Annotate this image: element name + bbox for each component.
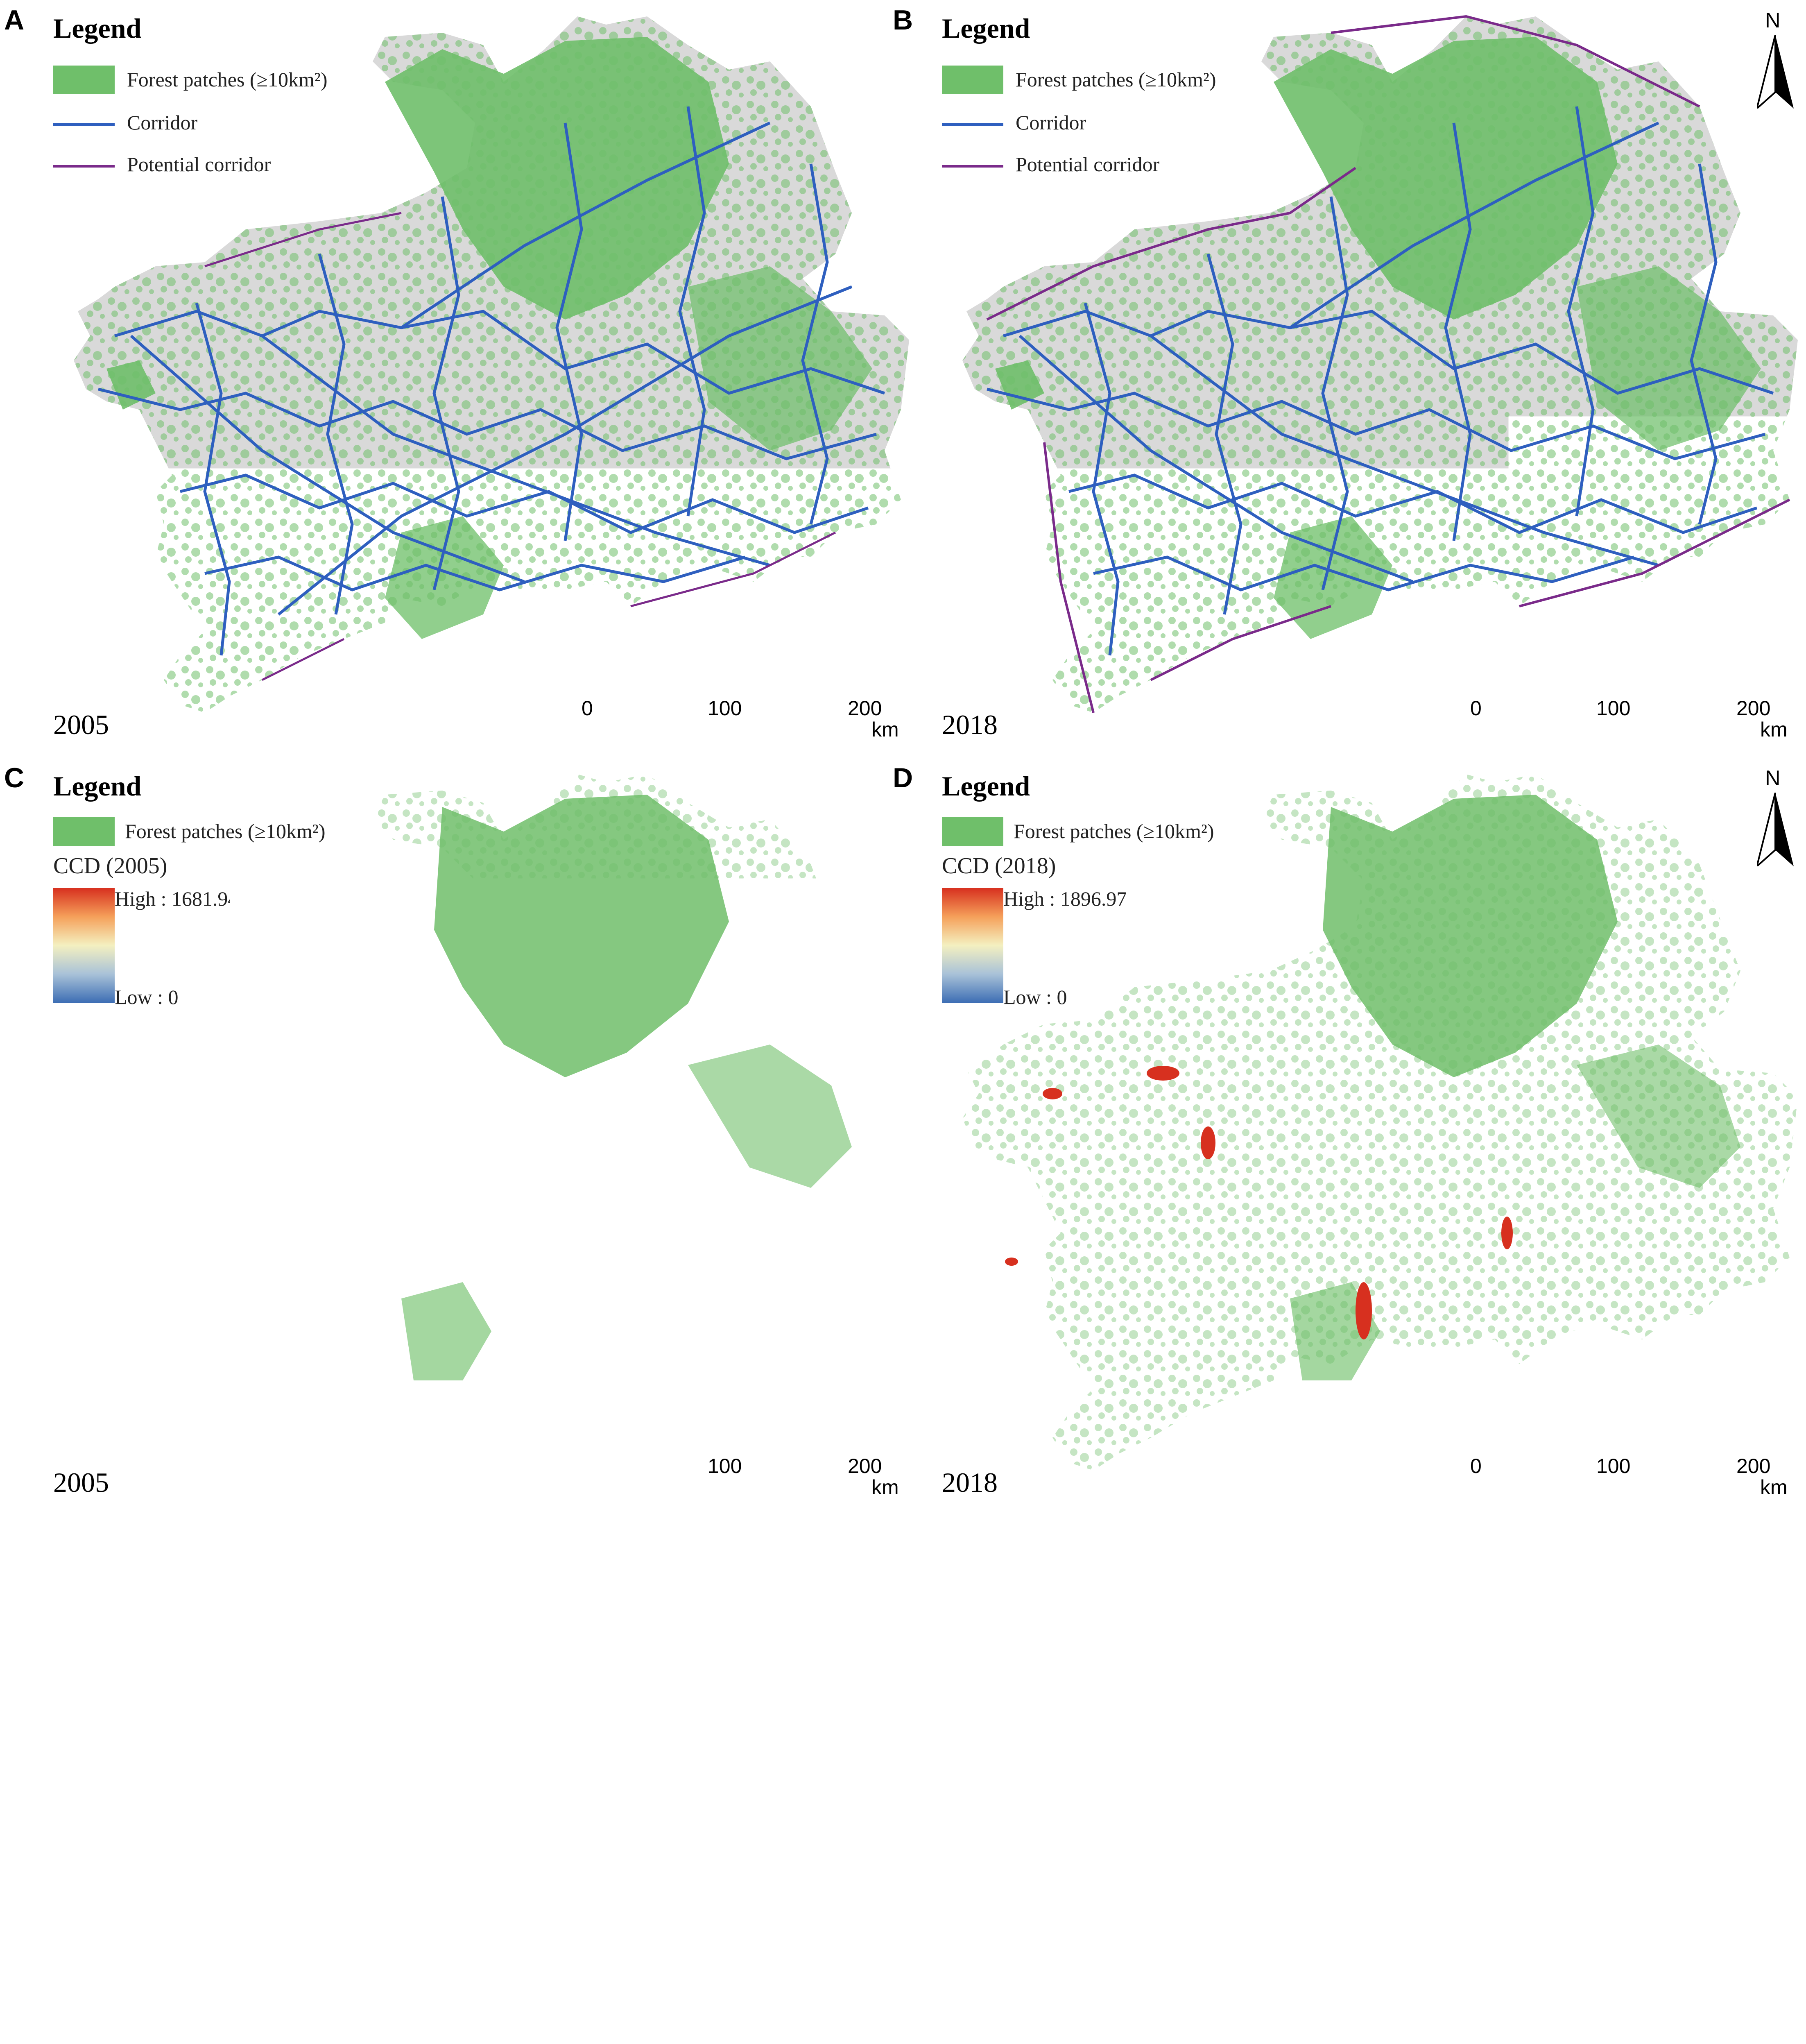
- bar-chart: 0 250 500 750 1000 1250 1500 1750 2000 Number of …: [369, 1516, 1556, 2044]
- potential-legend-label: Potential corridor: [127, 152, 271, 176]
- legend-title: Legend: [942, 770, 1030, 802]
- ccd-high-label: High : 1896.97: [1003, 887, 1127, 911]
- ccd-color-ramp: [53, 888, 115, 1003]
- scale-bar: [1474, 727, 1757, 739]
- legend-label: 2018: [1279, 1543, 1337, 1573]
- y-tick-label: 1000: [369, 1736, 401, 1761]
- y-tick-label: 750: [369, 1785, 401, 1811]
- bar-2018: [1422, 1932, 1473, 1948]
- panel-b: B Legend Forest patches (≥10km²) Corrido…: [921, 0, 1806, 746]
- forest-legend-label: Forest patches (≥10km²): [127, 68, 328, 91]
- panel-a: A Legend Forest patches (≥10km²) Corrido…: [33, 0, 917, 746]
- forest-legend-label: Forest patches (≥10km²): [125, 819, 326, 843]
- bar-2018: [977, 1919, 1028, 1948]
- scale-200: 200: [848, 696, 882, 720]
- x-tick-label: Average: [1369, 1970, 1463, 1999]
- forest-swatch: [942, 817, 1003, 846]
- forest-legend-label: Forest patches (≥10km²): [1014, 819, 1214, 843]
- panel-label: B: [893, 4, 913, 36]
- scale-200: 200: [848, 1454, 882, 1478]
- potential-swatch: [942, 165, 1003, 168]
- x-tick-label: CCD: [1166, 2006, 1221, 2035]
- panel-label: C: [4, 762, 24, 794]
- bar-2018: [754, 1684, 805, 1948]
- corridor-legend-label: Corridor: [1016, 111, 1086, 134]
- year-label: 2018: [942, 709, 998, 741]
- legend-swatch-2005: [1151, 1548, 1171, 1569]
- x-tick-label: Number of source: [424, 1970, 626, 1999]
- legend-title: Legend: [53, 770, 141, 802]
- year-label: 2018: [942, 1466, 998, 1499]
- scale-0: 0: [582, 696, 593, 720]
- ccd-low-label: Low : 0: [1003, 985, 1067, 1009]
- panel-c: C Legend Forest patches (≥10km²) CCD (20…: [33, 758, 917, 1503]
- bar-2005: [913, 1920, 964, 1948]
- panel-d: D Legend Forest patches (≥10km²) CCD (20…: [921, 758, 1806, 1503]
- ccd-color-ramp: [942, 888, 1003, 1003]
- forest-swatch: [53, 66, 115, 94]
- x-tick-label: corridor: [705, 2006, 791, 2035]
- forest-swatch: [942, 66, 1003, 94]
- x-tick-label: CCD: [1389, 2006, 1444, 2035]
- legend-swatch-2018: [1253, 1548, 1274, 1569]
- north-arrow-icon: [1757, 35, 1794, 109]
- x-tick-label: potential corridor: [876, 2006, 1065, 2035]
- y-tick-label: 500: [369, 1835, 401, 1861]
- y-tick-label: 250: [369, 1885, 401, 1911]
- corridor-legend-label: Corridor: [127, 111, 197, 134]
- corridor-swatch: [53, 123, 115, 126]
- bar-2005: [468, 1858, 519, 1948]
- scale-200: 200: [1736, 1454, 1770, 1478]
- year-label: 2005: [53, 1466, 109, 1499]
- scale-bar: [1474, 1485, 1757, 1496]
- x-tick-label: Number of: [911, 1970, 1030, 1999]
- scale-bar: [586, 1485, 868, 1496]
- scale-unit: km: [871, 1475, 899, 1499]
- legend-title: Legend: [942, 12, 1030, 45]
- ccd-legend-title: CCD (2005): [53, 853, 167, 879]
- potential-swatch: [53, 165, 115, 168]
- forest-swatch: [53, 817, 115, 846]
- scale-unit: km: [1760, 1475, 1788, 1499]
- north-arrow-icon: [1757, 793, 1794, 866]
- y-tick-label: 1250: [369, 1686, 401, 1711]
- scale-200: 200: [1736, 696, 1770, 720]
- y-tick-label: 0: [389, 1935, 401, 1961]
- scale-unit: km: [871, 718, 899, 741]
- x-tick-label: Number of: [688, 1970, 807, 1999]
- forest-legend-label: Forest patches (≥10km²): [1016, 68, 1216, 91]
- north-label: N: [1765, 766, 1781, 791]
- bar-2018: [531, 1846, 582, 1948]
- bar-2005: [1359, 1937, 1410, 1948]
- scale-0: 0: [582, 1454, 593, 1478]
- bar-2005: [1136, 1612, 1187, 1948]
- scale-unit: km: [1760, 718, 1788, 741]
- ccd-legend-title: CCD (2018): [942, 853, 1056, 879]
- scale-100: 100: [1596, 696, 1630, 720]
- scale-100: 100: [708, 696, 742, 720]
- north-label: N: [1765, 8, 1781, 33]
- bar-2005: [690, 1716, 742, 1948]
- scale-0: 0: [1470, 1454, 1482, 1478]
- scale-0: 0: [1470, 696, 1482, 720]
- y-tick-label: 1750: [369, 1586, 401, 1611]
- legend-label: 2005: [1176, 1543, 1234, 1573]
- legend-title: Legend: [53, 12, 141, 45]
- scale-100: 100: [708, 1454, 742, 1478]
- bar-2018: [1199, 1569, 1251, 1948]
- corridor-swatch: [942, 123, 1003, 126]
- x-tick-label: Maximum: [1138, 1970, 1249, 1999]
- y-tick-label: 2000: [369, 1536, 401, 1561]
- panel-label: A: [4, 4, 24, 36]
- y-tick-label: 1500: [369, 1636, 401, 1661]
- scale-100: 100: [1596, 1454, 1630, 1478]
- ccd-low-label: Low : 0: [115, 985, 179, 1009]
- panel-label: D: [893, 762, 913, 794]
- potential-legend-label: Potential corridor: [1016, 152, 1159, 176]
- year-label: 2005: [53, 709, 109, 741]
- scale-bar: [586, 727, 868, 739]
- ccd-high-label: High : 1681.94: [115, 887, 238, 911]
